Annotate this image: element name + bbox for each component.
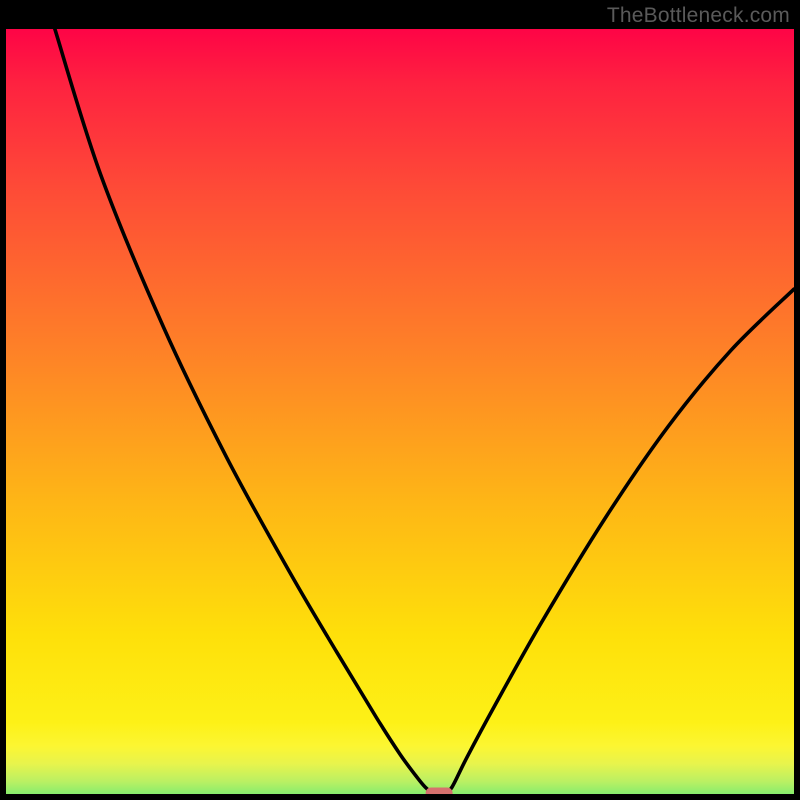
bottleneck-curve xyxy=(6,29,794,794)
optimum-marker xyxy=(426,788,453,794)
watermark-text: TheBottleneck.com xyxy=(607,4,790,28)
curve-left-branch xyxy=(55,29,441,793)
chart-stage: TheBottleneck.com xyxy=(0,0,800,800)
curve-right-branch xyxy=(445,289,794,793)
plot-area xyxy=(6,29,794,794)
